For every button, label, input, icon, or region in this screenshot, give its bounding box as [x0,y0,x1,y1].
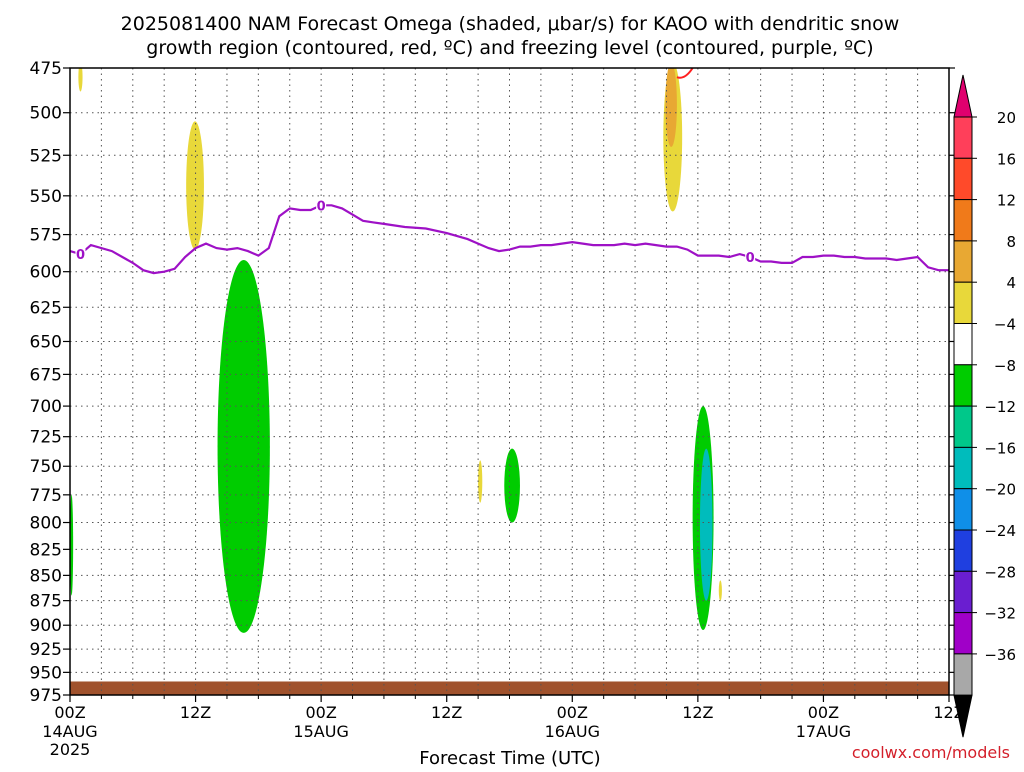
y-tick-label-11: 750 [30,457,62,477]
chart-title-line1: 2025081400 NAM Forecast Omega (shaded, μ… [121,13,900,35]
colorbar-bottom-arrow [953,694,973,738]
x-tick-date-0: 14AUG [42,722,97,741]
y-tick-label-17: 900 [30,616,62,636]
colorbar-swatch-11 [953,570,973,614]
colorbar-swatch-4 [953,281,973,325]
y-tick-label-4: 575 [30,226,62,246]
x-tick-label-5: 12Z [682,703,713,722]
y-tick-label-13: 800 [30,514,62,534]
terrain-fill [70,681,949,695]
colorbar-label-10: −24 [984,522,1016,540]
colorbar-label-3: 8 [1006,233,1016,251]
chart-title-line2: growth region (contoured, red, ºC) and f… [146,37,873,59]
omega-region-2 [217,259,270,633]
x-tick-label-6: 00Z [808,703,839,722]
colorbar-label-12: −32 [984,605,1016,623]
colorbar-label-8: −16 [984,439,1016,457]
colorbar-swatch-0 [953,116,973,159]
omega-region-4 [504,448,520,523]
colorbar-label-11: −28 [984,563,1016,581]
omega-region-0 [78,68,83,92]
watermark-text: coolwx.com/models [852,743,1010,762]
y-tick-label-10: 725 [30,428,62,448]
contour-layer: 0 0 0 [69,67,949,275]
dendritic-growth-contour [676,67,694,79]
y-tick-label-6: 625 [30,298,62,318]
omega-region-6 [665,68,677,147]
y-tick-label-19: 950 [30,663,62,683]
colorbar-swatch-13 [953,653,973,696]
y-tick-label-1: 500 [30,104,62,124]
y-tick-label-3: 550 [30,187,62,207]
freezing-level-label-1: 0 [317,199,326,214]
colorbar-swatch-7 [953,405,973,448]
omega-region-10 [70,494,74,596]
colorbar-swatch-10 [953,529,973,572]
y-tick-label-12: 775 [30,486,62,506]
y-tick-label-7: 650 [30,332,62,352]
freezing-label-bg-1 [316,198,327,212]
y-tick-label-8: 675 [30,365,62,385]
colorbar-swatch-3 [953,240,973,283]
x-tick-year-0: 2025 [50,740,91,759]
y-tick-label-18: 925 [30,640,62,660]
freezing-level-label-0: 0 [76,248,85,263]
omega-region-8 [699,448,713,601]
colorbar-swatch-5 [953,323,973,366]
omega-region-1 [186,121,204,250]
x-axis-label: Forecast Time (UTC) [419,748,600,768]
y-tick-label-5: 600 [30,263,62,283]
colorbar-swatch-2 [953,199,973,242]
omega-region-3 [478,460,483,503]
colorbar-label-0: 20 [997,109,1016,127]
colorbar-label-13: −36 [984,646,1016,664]
colorbar-swatch-12 [953,612,973,655]
x-tick-label-0: 00Z [54,703,85,722]
x-tick-label-1: 12Z [180,703,211,722]
y-tick-label-20: 975 [30,686,62,706]
y-axis-ticks: 475 500 525 550 575 600 625 650 675 700 725 750 775 8… [30,59,955,706]
colorbar-label-4: 4 [1006,274,1016,292]
x-tick-label-2: 00Z [305,703,336,722]
omega-region-9 [718,580,722,601]
colorbar-label-7: −12 [984,398,1016,416]
x-tick-label-4: 00Z [557,703,588,722]
y-tick-label-16: 875 [30,592,62,612]
freezing-level-line [69,204,949,275]
x-tick-date-6: 17AUG [796,722,851,741]
colorbar-top-arrow [953,74,973,118]
colorbar-swatch-1 [953,157,973,201]
colorbar-label-6: −8 [994,357,1016,375]
omega-shading-layer [70,68,722,633]
y-tick-label-2: 525 [30,146,62,166]
colorbar-label-5: −4 [994,316,1016,334]
freezing-label-bg-2 [745,250,756,264]
freezing-level-label-2: 0 [746,251,755,266]
colorbar-swatch-8 [953,446,973,490]
terrain-layer [70,681,949,695]
colorbar: 20 16 12 8 4 −4 −8 −12 −16 −20 −24 −28 −32 −36 [953,74,1016,738]
grid-layer [70,68,949,695]
y-tick-label-15: 850 [30,566,62,586]
x-tick-date-4: 16AUG [545,722,600,741]
x-tick-label-3: 12Z [431,703,462,722]
colorbar-label-2: 12 [997,192,1016,210]
colorbar-swatch-9 [953,488,973,531]
x-tick-date-2: 15AUG [293,722,348,741]
colorbar-label-9: −20 [984,481,1016,499]
colorbar-label-1: 16 [997,150,1016,168]
y-tick-label-0: 475 [30,59,62,79]
y-tick-label-14: 825 [30,540,62,560]
freezing-label-bg-0 [75,247,86,261]
y-tick-label-9: 700 [30,397,62,417]
colorbar-swatch-6 [953,364,973,407]
